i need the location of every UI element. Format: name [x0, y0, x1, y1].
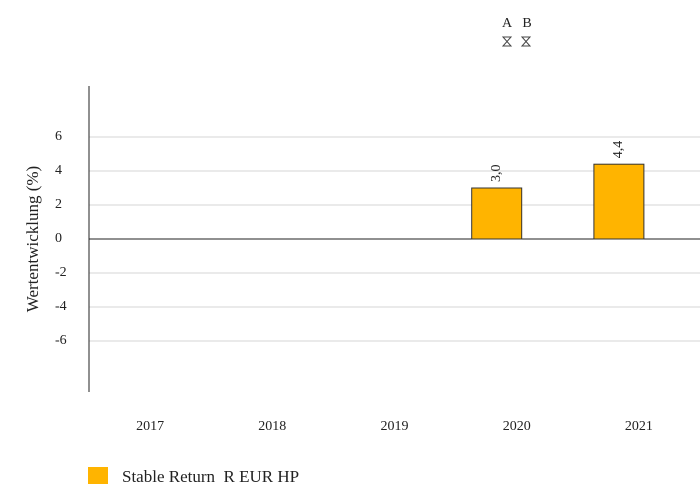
x-tick-label: 2018: [258, 419, 286, 434]
y-tick-label: 4: [55, 163, 62, 178]
y-axis-label: Wertentwicklung (%): [23, 166, 42, 312]
icon: [520, 36, 532, 47]
legend-swatch: [88, 467, 108, 484]
bar: [471, 187, 523, 240]
y-tick-label: -6: [55, 333, 67, 348]
bar: [593, 163, 645, 240]
value-label: 3,0: [489, 165, 504, 183]
y-tick-label: -4: [55, 299, 67, 314]
x-tick-label: 2019: [381, 419, 409, 434]
annotation-icons: [501, 36, 532, 47]
y-tick-label: 2: [55, 197, 62, 212]
value-label: 4,4: [611, 141, 626, 159]
x-tick-label: 2017: [136, 419, 164, 434]
y-tick-label: 6: [55, 129, 62, 144]
x-tick-label: 2021: [625, 419, 653, 434]
y-tick-label: -2: [55, 265, 67, 280]
y-tick-label: 0: [55, 231, 62, 246]
icon: [501, 36, 513, 47]
legend-label: Stable Return R EUR HP: [122, 467, 299, 486]
annotation: B: [522, 16, 531, 31]
annotation: A: [502, 16, 513, 31]
x-tick-label: 2020: [503, 419, 531, 434]
